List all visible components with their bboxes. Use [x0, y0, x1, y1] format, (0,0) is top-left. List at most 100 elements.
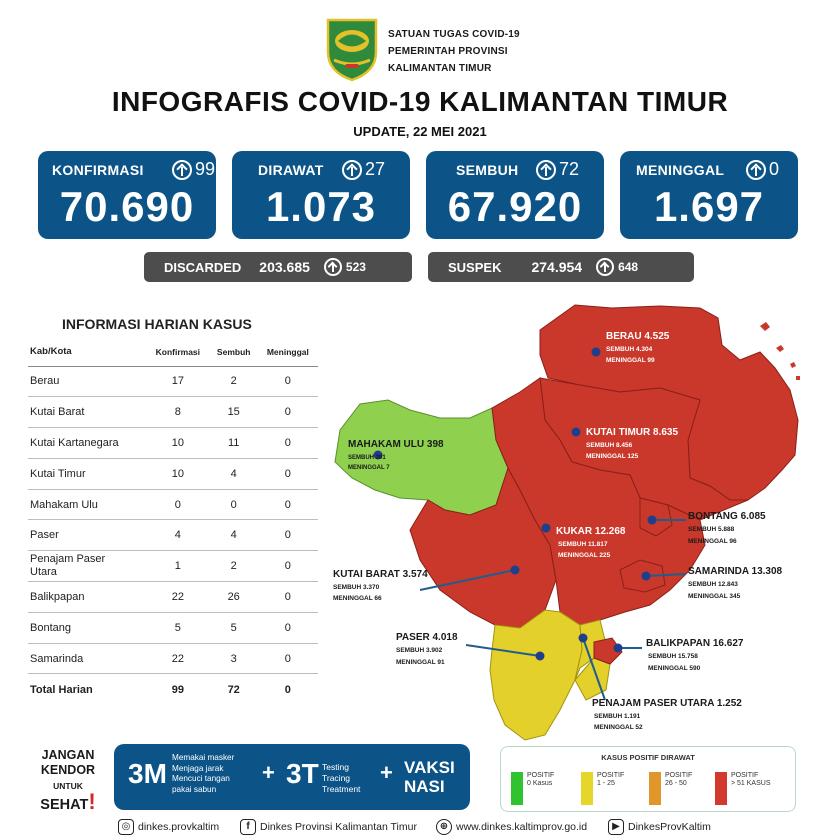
cell-kabkota: Bontang — [28, 612, 146, 644]
arrow-up-icon — [323, 258, 342, 276]
table-row: Kutai Barat 8 15 0 — [28, 396, 318, 429]
legend-swatch-orange — [649, 772, 661, 805]
cell-konfirmasi: 17 — [146, 366, 210, 398]
cell-meninggal: 0 — [257, 643, 318, 675]
map-leader-lines — [419, 519, 687, 701]
map-region-paser — [489, 609, 583, 741]
dirawat-label: DIRAWAT — [258, 162, 324, 178]
cell-sembuh: 5 — [209, 612, 258, 644]
cell-meninggal: 0 — [257, 489, 318, 521]
cell-konfirmasi: 1 — [146, 550, 210, 583]
cell-sembuh: 4 — [209, 519, 258, 552]
cell-konfirmasi: 10 — [146, 427, 210, 459]
map-label-balikpapan: BALIKPAPAN 16.627 — [646, 638, 744, 649]
3m-item-2: Menjaga jarak — [172, 763, 224, 773]
meninggal-label: MENINGGAL — [636, 162, 725, 178]
legend-item-3: POSITIF > 51 KASUS — [715, 772, 771, 805]
col-header-kabkota: Kab/Kota — [28, 338, 146, 367]
table-row: Balikpapan 22 26 0 — [28, 581, 318, 613]
slogan-sehat: SEHAT — [40, 797, 89, 813]
suspek-pill: SUSPEK 274.954 648 — [428, 252, 694, 282]
sembuh-value: 67.920 — [447, 183, 583, 230]
legend-label-l1: POSITIF — [665, 772, 693, 779]
table-row: Kutai Kartanegara 10 11 0 — [28, 427, 318, 459]
cell-kabkota: Berau — [28, 366, 146, 398]
legend-title: KASUS POSITIF DIRAWAT — [601, 753, 695, 762]
table-row: Penajam Paser Utara 1 2 0 — [28, 550, 318, 583]
slogan-jangan: JANGAN — [41, 748, 95, 762]
banner-3m: 3M — [128, 758, 167, 789]
cell-konfirmasi: 0 — [146, 489, 210, 521]
legend-item-2: POSITIF 26 - 50 — [649, 772, 692, 805]
map-label-kutai-barat-sembuh: SEMBUH 3.370 — [333, 584, 380, 591]
konfirmasi-delta-value: 99 — [195, 159, 216, 179]
sembuh-delta: 72 — [536, 159, 579, 180]
suspek-delta-value: 648 — [618, 260, 639, 274]
table-total-row: Total Harian 99 72 0 — [28, 674, 318, 705]
banner-3m-items: Memakai masker Menjaga jarak Mencuci tan… — [172, 753, 234, 795]
footer-facebook-name: Dinkes Provinsi Kalimantan Timur — [260, 821, 417, 833]
footer-website-url: www.dinkes.kaltimprov.go.id — [456, 821, 588, 833]
konfirmasi-value: 70.690 — [59, 183, 195, 230]
legend-swatch-red — [715, 772, 727, 805]
table-row: Samarinda 22 3 0 — [28, 643, 318, 675]
cell-meninggal: 0 — [257, 427, 318, 459]
org-line-3: KALIMANTAN TIMUR — [388, 63, 492, 74]
cell-meninggal: 0 — [257, 396, 318, 429]
table-header-row: Kab/Kota Konfirmasi Sembuh Meninggal — [28, 338, 318, 367]
footer-instagram[interactable]: ◎ dinkes.provkaltim — [118, 819, 219, 835]
sembuh-label: SEMBUH — [456, 162, 519, 178]
cell-kabkota: Kutai Barat — [28, 396, 146, 429]
map-label-kukar: KUKAR 12.268 — [556, 526, 626, 537]
discarded-delta: 523 — [323, 258, 366, 276]
3t-item-1: Testing — [322, 762, 349, 772]
banner-vaksinasi: VAKSI NASI — [404, 758, 455, 796]
youtube-icon: ▶ — [608, 819, 624, 835]
legend-swatch-yellow — [581, 772, 593, 805]
cell-kabkota: Penajam Paser Utara — [28, 550, 146, 583]
cell-kabkota: Samarinda — [28, 643, 146, 675]
footer-facebook[interactable]: f Dinkes Provinsi Kalimantan Timur — [240, 819, 417, 835]
meninggal-value: 1.697 — [653, 183, 765, 230]
konfirmasi-card: KONFIRMASI 99 70.690 — [38, 151, 216, 239]
dirawat-value: 1.073 — [265, 183, 377, 230]
legend-label-l2: 26 - 50 — [665, 780, 687, 787]
legend-label-l2: 1 - 25 — [597, 780, 615, 787]
arrow-up-icon — [172, 159, 192, 180]
footer-bar: ◎ dinkes.provkaltim f Dinkes Provinsi Ka… — [0, 814, 840, 840]
map-label-mahakam-ulu-sembuh: SEMBUH 391 — [348, 455, 386, 461]
kaltim-emblem-logo — [326, 18, 378, 82]
col-header-konfirmasi: Konfirmasi — [146, 338, 210, 367]
col-header-meninggal: Meninggal — [257, 338, 318, 367]
meninggal-delta-value: 0 — [769, 159, 780, 179]
sembuh-card: SEMBUH 72 67.920 — [426, 151, 604, 239]
map-label-bontang-sembuh: SEMBUH 5.888 — [688, 526, 735, 533]
cell-konfirmasi: 22 — [146, 643, 210, 675]
legend-swatch-green — [511, 772, 523, 805]
org-line-1: SATUAN TUGAS COVID-19 — [388, 29, 520, 40]
arrow-up-icon — [746, 159, 766, 180]
legend-label-l1: POSITIF — [731, 772, 759, 779]
update-date: UPDATE, 22 MEI 2021 — [353, 124, 487, 139]
map-label-paser-meninggal: MENINGGAL 91 — [396, 659, 445, 666]
map-label-kukar-meninggal: MENINGGAL 225 — [558, 552, 611, 559]
konfirmasi-label: KONFIRMASI — [52, 162, 144, 178]
cell-sembuh: 3 — [209, 643, 258, 675]
map-label-balikpapan-meninggal: MENINGGAL 590 — [648, 665, 701, 672]
meninggal-delta: 0 — [746, 159, 779, 180]
instagram-icon: ◎ — [118, 819, 134, 835]
map-region-balikpapan — [593, 637, 623, 665]
footer-website[interactable]: ⊕ www.dinkes.kaltimprov.go.id — [436, 819, 587, 835]
legend-item-1: POSITIF 1 - 25 — [581, 772, 624, 805]
legend-label-l1: POSITIF — [597, 772, 625, 779]
table-row: Kutai Timur 10 4 0 — [28, 458, 318, 490]
cell-konfirmasi: 8 — [146, 396, 210, 429]
footer-youtube[interactable]: ▶ DinkesProvKaltim — [608, 819, 711, 835]
cell-kabkota: Balikpapan — [28, 581, 146, 613]
3m-item-1: Memakai masker — [172, 753, 235, 762]
map-label-kutai-timur: KUTAI TIMUR 8.635 — [586, 427, 678, 438]
map-label-mahakam-ulu-meninggal: MENINGGAL 7 — [348, 465, 390, 471]
cell-kabkota: Paser — [28, 519, 146, 552]
map-dots — [373, 347, 657, 661]
exclamation-icon: ! — [88, 789, 96, 814]
